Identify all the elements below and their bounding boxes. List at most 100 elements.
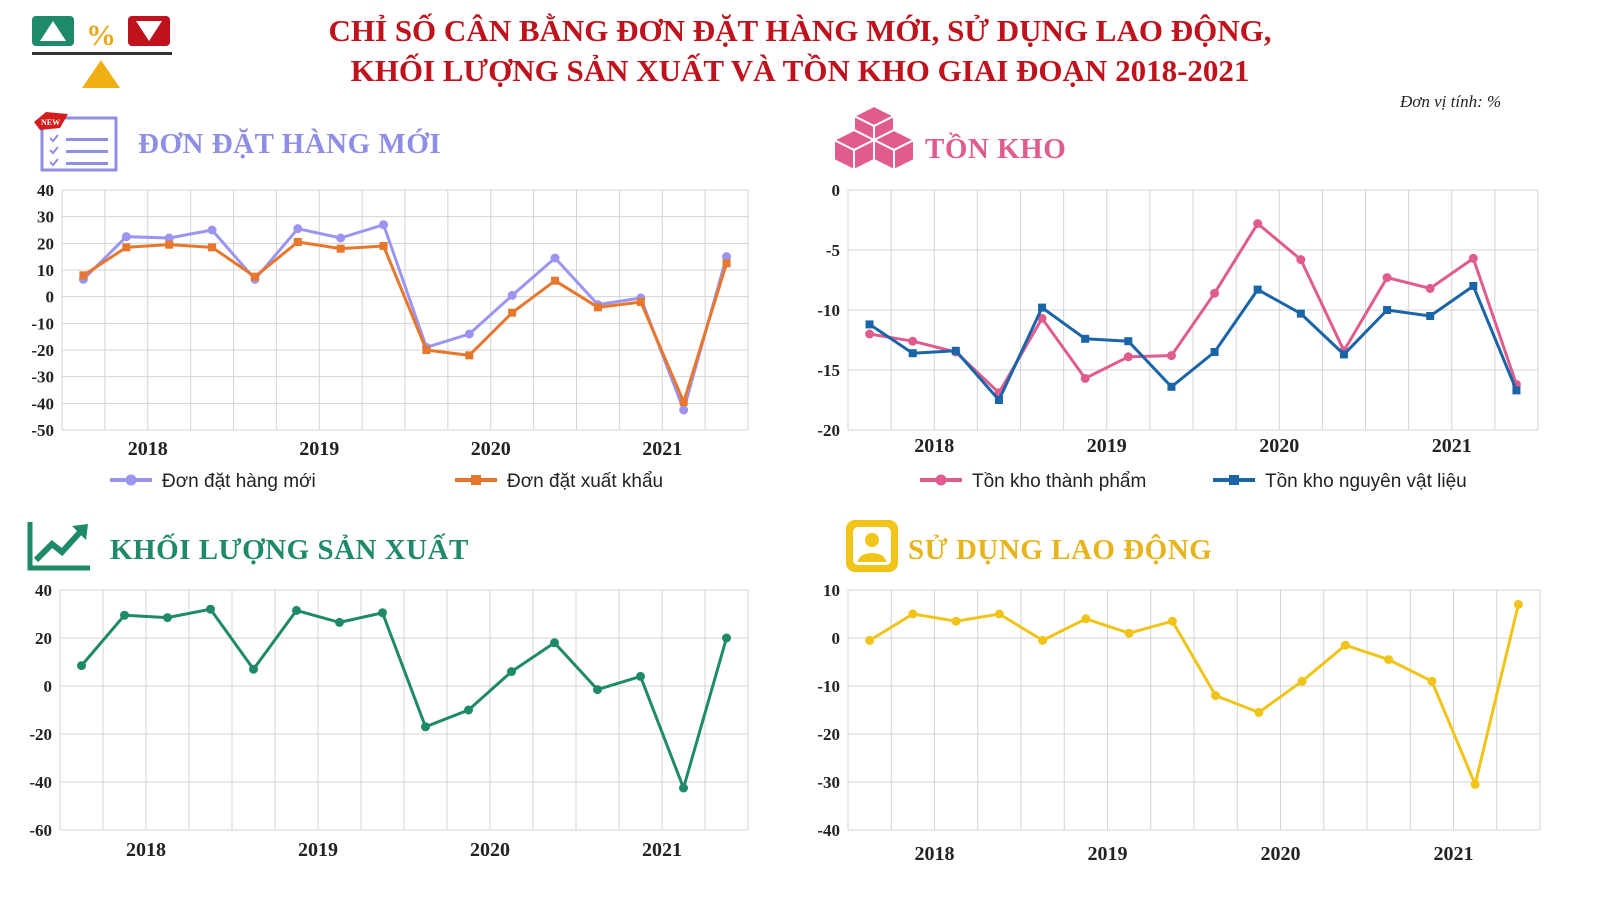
inventory-point [1123,352,1133,362]
production-point [206,604,215,614]
inventory-legend-label: Tồn kho nguyên vật liệu [1265,471,1467,492]
orders-point [465,351,474,360]
inventory-point [865,320,874,329]
production-series-line-0 [80,607,728,790]
main-title-line2: KHỐI LƯỢNG SẢN XUẤT VÀ TỒN KHO GIAI ĐOẠN… [350,53,1250,88]
inventory-point [1081,334,1090,343]
orders-point [550,253,560,263]
inventory-chart: 0 -5 -10 -15 -20 2018 2019 2020 2021 Tồn kho thàn… [817,181,1539,492]
orders-point [207,225,217,235]
orders-legend-marker [471,475,481,485]
inventory-point [1339,350,1348,359]
inventory-point [1038,303,1047,312]
inventory-point [1253,285,1262,294]
inventory-point [1124,337,1133,346]
labor-ytick: -30 [817,773,840,792]
orders-point [507,290,517,300]
production-point [636,671,645,681]
production-year-label: 2021 [642,839,682,861]
labor-ytick: -40 [817,821,840,840]
orders-point [122,243,131,252]
orders-legend-label: Đơn đặt hàng mới [162,471,316,492]
production-point [378,608,387,618]
orders-year-label: 2020 [471,438,511,460]
production-point [163,613,172,623]
inventory-point [1210,348,1219,356]
production-ytick: 40 [35,581,52,600]
labor-point [1384,655,1394,665]
labor-point [1254,707,1264,717]
inventory-point [1382,273,1392,283]
orders-ytick: 20 [37,234,54,253]
inventory-year-label: 2021 [1432,435,1472,457]
production-ytick: 0 [44,677,53,696]
production-point [292,605,301,615]
production-point [77,661,86,671]
orders-point [164,233,174,243]
inventory-year-label: 2020 [1259,435,1299,457]
orders-point [422,346,431,354]
orders-point [208,243,217,252]
inventory-point [908,349,917,358]
labor-point [1167,616,1177,626]
orders-ytick: -20 [31,341,54,360]
inventory-point [994,396,1003,404]
orders-point [679,398,688,406]
labor-chart: 10 0 -10 -20 -30 -40 2018 2019 2020 2021 [817,581,1541,865]
labor-ytick: -20 [817,725,840,744]
orders-year-label: 2018 [128,438,168,460]
orders-point [165,240,174,249]
orders-point [593,303,602,312]
production-point [593,685,602,695]
orders-ytick: 0 [46,288,55,307]
orders-ytick: -30 [31,368,54,387]
orders-point [293,224,303,234]
orders-ytick: 10 [37,261,54,280]
orders-point [379,220,389,230]
labor-point [1297,676,1307,686]
orders-ytick: 30 [37,208,54,227]
orders-point [379,242,388,250]
inventory-point [1512,386,1521,395]
up-percent-down-icon: % [32,16,172,88]
inventory-series-line-0 [869,222,1518,395]
production-icon-wrap [26,520,92,572]
labor-point [1038,635,1048,645]
labor-point [1124,628,1134,638]
inventory-point [1383,306,1392,314]
orders-legend-label: Đơn đặt xuất khẩu [507,471,663,492]
labor-point [1513,599,1523,609]
orders-point [679,405,689,415]
orders-series-line-1 [82,240,728,404]
production-point [464,705,473,715]
unit-label: Đơn vị tính: % [1400,92,1502,111]
production-point [679,783,688,793]
inventory-point [1166,351,1176,361]
labor-point [908,609,918,619]
orders-year-label: 2021 [642,438,682,460]
labor-point [951,616,961,626]
svg-text:NEW: NEW [41,118,60,127]
labor-ytick: 10 [823,581,840,600]
orders-point [336,233,346,243]
inventory-legend-marker [935,474,947,486]
orders-point [293,238,302,246]
labor-year-label: 2019 [1088,843,1128,865]
orders-point [464,329,474,339]
main-title-line1: CHỈ SỐ CÂN BẰNG ĐƠN ĐẶT HÀNG MỚI, SỬ DỤN… [328,13,1272,48]
inventory-point [1425,283,1435,293]
orders-point [121,232,131,242]
inventory-panel-title: TỒN KHO [925,133,1067,165]
inventory-point [1469,282,1478,290]
labor-point [994,609,1004,619]
orders-year-label: 2019 [299,438,339,460]
inventory-point [908,336,918,346]
production-point [421,722,430,732]
production-year-label: 2020 [470,839,510,861]
new-order-list-icon: NEW [34,112,118,172]
labor-icon-wrap [844,518,900,574]
boxes-icon [831,104,917,172]
inventory-ytick: -5 [826,241,840,260]
trend-up-icon [27,522,90,571]
labor-series-line-0 [868,604,1520,786]
